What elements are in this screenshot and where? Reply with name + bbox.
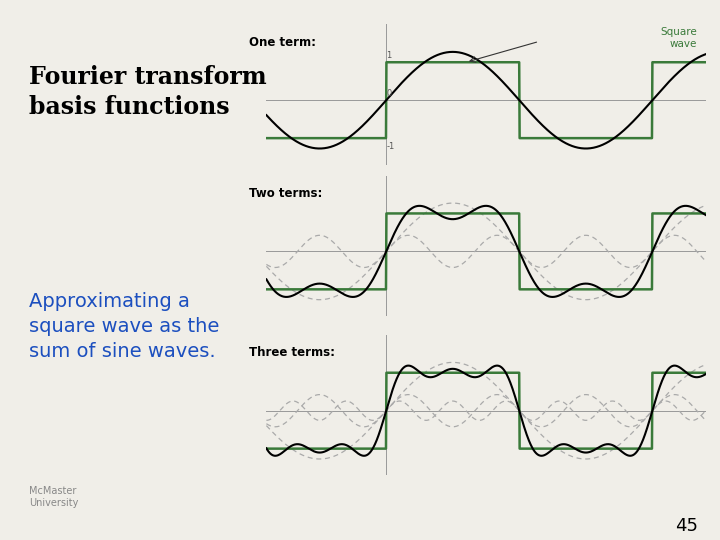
Text: Approximating a
square wave as the
sum of sine waves.: Approximating a square wave as the sum o… <box>29 292 219 361</box>
Text: McMaster
University: McMaster University <box>29 486 78 508</box>
Text: Fourier transform
basis functions: Fourier transform basis functions <box>29 65 266 118</box>
Text: Square
wave: Square wave <box>660 27 697 49</box>
Text: Two terms:: Two terms: <box>249 187 323 200</box>
Text: One term:: One term: <box>249 36 316 49</box>
Text: -1: -1 <box>387 142 395 151</box>
Text: 1: 1 <box>387 51 392 60</box>
Text: 0: 0 <box>387 89 392 98</box>
Text: Three terms:: Three terms: <box>249 346 335 359</box>
Text: 45: 45 <box>675 517 698 535</box>
